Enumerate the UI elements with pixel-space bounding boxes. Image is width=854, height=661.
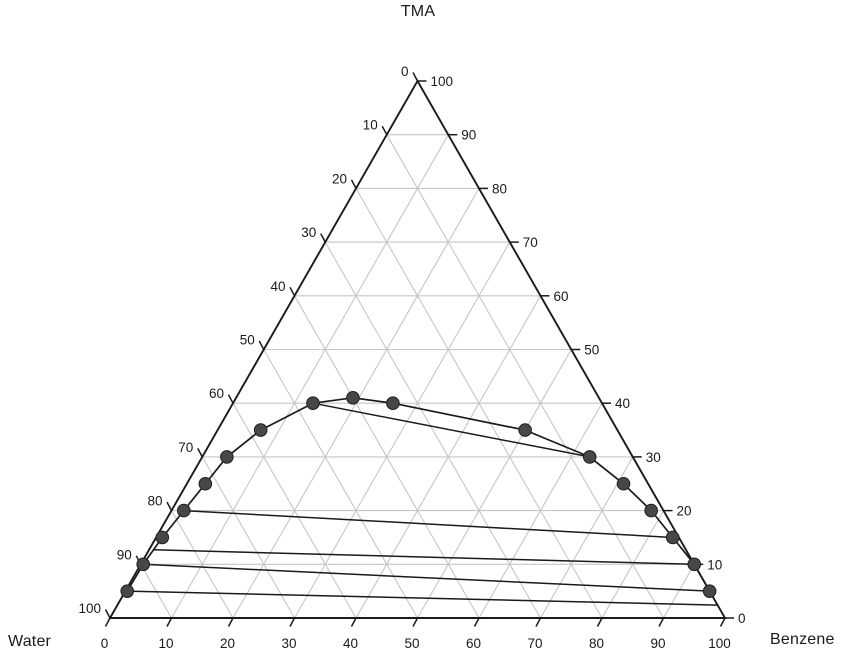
left-axis-tick (289, 286, 296, 297)
tie-line (127, 590, 718, 606)
right-axis-tick-label: 80 (492, 181, 507, 196)
grid-line-benzene (417, 349, 572, 619)
binodal-point (306, 396, 320, 411)
binodal-point (220, 450, 234, 464)
grid-line-benzene (478, 402, 603, 619)
tie-line (183, 509, 673, 539)
grid-line-water (201, 456, 295, 619)
top-corner-label-tma: TMA (400, 3, 436, 20)
grid-line-water (263, 349, 418, 619)
binodal-point (644, 503, 659, 518)
left-axis-tick (227, 394, 234, 404)
tie-line (143, 563, 710, 592)
binodal-point (616, 476, 631, 491)
right-axis-tick-label: 30 (646, 450, 661, 465)
left-axis-tick-label: 60 (209, 386, 224, 401)
left-axis-tick-label: 100 (78, 601, 101, 616)
binodal-point (687, 557, 702, 572)
bottom-axis-tick (535, 617, 542, 627)
bottom-axis-tick-label: 0 (101, 636, 109, 651)
bottom-axis-tick (350, 617, 357, 627)
left-axis-tick-label: 80 (147, 494, 162, 509)
bottom-left-corner-label-water: Water (8, 633, 52, 650)
right-axis-tick-label: 0 (738, 611, 746, 626)
binodal-point (253, 423, 268, 437)
left-axis-tick-label: 50 (240, 333, 255, 348)
bottom-axis-tick (104, 617, 111, 627)
right-axis-tick-label: 60 (554, 289, 569, 304)
left-axis-tick-label: 40 (270, 279, 285, 294)
binodal-point (518, 423, 532, 437)
bottom-axis-tick (658, 617, 665, 627)
tie-line (153, 549, 695, 566)
bottom-axis-tick-label: 60 (466, 636, 481, 651)
binodal-point (177, 503, 191, 518)
bottom-axis-tick-label: 30 (281, 636, 296, 651)
bottom-axis-tick (227, 617, 234, 627)
left-axis-tick (258, 340, 265, 350)
left-axis-tick (412, 72, 419, 82)
bottom-right-corner-label-benzene: Benzene (770, 631, 835, 648)
grid-line-water (324, 241, 541, 619)
right-axis-tick-label: 20 (677, 504, 692, 519)
bottom-axis-tick (473, 617, 480, 627)
binodal-point (665, 530, 680, 545)
left-axis-tick-label: 30 (301, 225, 316, 240)
tie-line (312, 402, 590, 458)
grid-line-water (232, 402, 357, 619)
right-axis-tick-label: 90 (461, 128, 476, 143)
binodal-point (702, 584, 717, 598)
grid-line-benzene (601, 510, 664, 619)
binodal-point (136, 557, 151, 572)
bottom-axis-tick-label: 20 (220, 636, 235, 651)
right-axis-tick-label: 70 (523, 235, 538, 250)
bottom-axis-tick-label: 100 (708, 636, 731, 651)
grid-line-water (171, 510, 234, 619)
grid-line-benzene (171, 134, 449, 619)
left-axis-tick-label: 70 (178, 440, 193, 455)
binodal-point (120, 584, 135, 598)
binodal-point (155, 530, 170, 545)
left-axis-tick-label: 90 (117, 547, 132, 562)
right-axis-tick-label: 100 (431, 74, 454, 89)
bottom-axis-tick-label: 90 (650, 636, 665, 651)
bottom-axis-tick (412, 617, 419, 627)
right-axis-tick-label: 40 (615, 396, 630, 411)
left-axis-tick (350, 179, 357, 189)
bottom-axis-tick-label: 80 (589, 636, 604, 651)
left-axis-tick-label: 0 (401, 64, 409, 79)
binodal-point (198, 476, 213, 491)
grid-line-benzene (294, 241, 511, 619)
right-axis-tick-label: 50 (584, 343, 599, 358)
left-axis-tick (104, 609, 111, 619)
bottom-axis-tick-label: 50 (404, 636, 419, 651)
bottom-axis-tick (166, 617, 173, 627)
left-axis-tick (381, 125, 388, 136)
grid-line-benzene (663, 564, 695, 619)
left-axis-tick (166, 501, 173, 511)
bottom-axis-tick-label: 70 (527, 636, 542, 651)
bottom-axis-tick (719, 617, 726, 627)
left-axis-tick-label: 20 (332, 171, 347, 186)
bottom-axis-tick (596, 617, 603, 627)
binodal-point (582, 450, 597, 464)
right-axis-tick-label: 10 (707, 557, 722, 572)
left-axis-tick (320, 233, 326, 243)
left-axis-tick-label: 10 (363, 118, 378, 133)
bottom-axis-tick (289, 617, 296, 627)
bottom-axis-tick-label: 10 (158, 636, 173, 651)
left-axis-tick (197, 448, 203, 458)
binodal-point (386, 396, 400, 411)
binodal-point (346, 391, 360, 405)
bottom-axis-tick-label: 40 (343, 636, 358, 651)
grid-line-water (386, 134, 664, 619)
